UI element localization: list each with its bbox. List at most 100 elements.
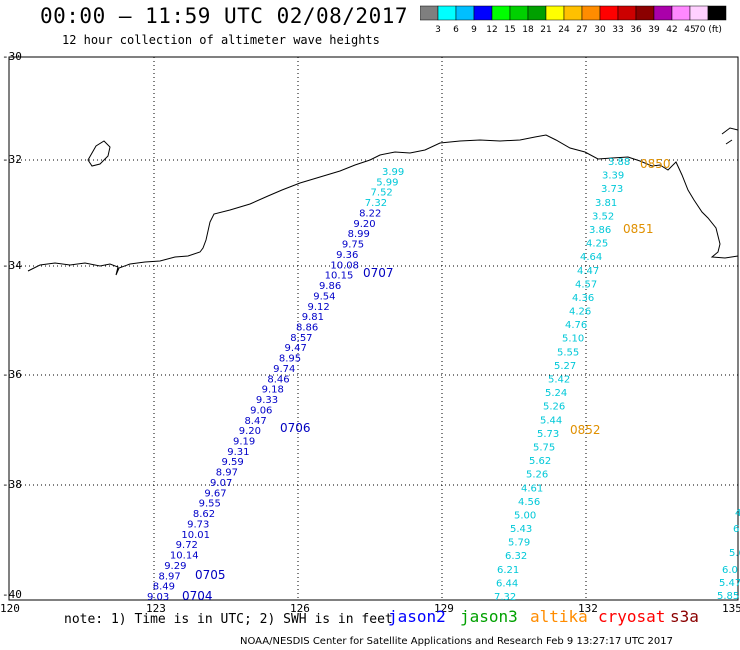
- jason2-time-label: 0707: [363, 266, 394, 280]
- altika-time-label: 0852: [570, 423, 601, 437]
- jason2-swh-value: 10.01: [181, 530, 210, 541]
- jason2-swh-value: 9.03: [147, 592, 169, 603]
- edge-swh-value: 4: [735, 508, 740, 519]
- legend-item-cryosat: cryosat: [598, 607, 666, 626]
- jason2-swh-value: 9.74: [273, 364, 295, 375]
- jason2-swh-value: 9.33: [256, 395, 278, 406]
- altika-swh-value: 5.00: [514, 510, 536, 521]
- colorbar-label: 9: [471, 25, 477, 35]
- longitude-label: 135: [722, 602, 740, 615]
- map-frame: [8, 56, 739, 601]
- altika-swh-value: 5.26: [543, 402, 565, 413]
- jason2-swh-value: 10.14: [170, 551, 199, 562]
- altika-swh-value: 5.79: [508, 538, 530, 549]
- map-subtitle: 12 hour collection of altimeter wave hei…: [62, 33, 380, 47]
- legend-note: note: 1) Time is in UTC; 2) SWH is in fe…: [64, 612, 393, 627]
- jason2-swh-value: 9.19: [233, 437, 255, 448]
- colorbar-label: 70 (ft): [694, 25, 722, 35]
- legend-item-jason3: jason3: [460, 607, 518, 626]
- jason2-swh-value: 9.67: [204, 488, 226, 499]
- jason2-swh-value: 9.73: [187, 519, 209, 530]
- jason2-swh-value: 8.95: [279, 354, 301, 365]
- altika-swh-value: 3.52: [592, 211, 614, 222]
- altika-swh-value: 4.56: [518, 497, 540, 508]
- altika-swh-value: 3.88: [608, 157, 630, 168]
- colorbar-label: 24: [558, 25, 570, 35]
- grid-lines: [9, 57, 738, 600]
- edge-swh-value: 6.0: [722, 565, 738, 576]
- altika-swh-value: 6.32: [505, 551, 527, 562]
- satellite-tracks: 9.038.498.979.2910.149.7210.019.738.629.…: [147, 157, 740, 603]
- jason2-swh-value: 9.31: [227, 447, 249, 458]
- altika-swh-value: 4.47: [577, 266, 599, 277]
- colorbar-label: 18: [522, 25, 534, 35]
- latitude-label: -38: [2, 478, 22, 491]
- jason2-swh-value: 9.47: [285, 343, 307, 354]
- jason2-swh-value: 8.57: [290, 333, 312, 344]
- edge-swh-value: 5.85: [717, 591, 739, 602]
- jason2-swh-value: 9.12: [307, 302, 329, 313]
- colorbar-label: 36: [630, 25, 642, 35]
- jason2-swh-value: 9.29: [164, 561, 186, 572]
- jason2-swh-value: 5.99: [376, 177, 398, 188]
- altika-swh-value: 4.76: [565, 320, 587, 331]
- longitude-label: 129: [434, 602, 454, 615]
- jason2-swh-value: 9.55: [199, 499, 221, 510]
- altika-time-label: 0850: [640, 157, 671, 171]
- jason2-swh-value: 8.62: [193, 509, 215, 520]
- altika-swh-value: 5.27: [554, 361, 576, 372]
- colorbar-label: 3: [435, 25, 441, 35]
- colorbar-label: 33: [612, 25, 623, 35]
- jason2-swh-value: 9.72: [176, 540, 198, 551]
- altika-swh-value: 4.61: [521, 483, 543, 494]
- jason2-swh-value: 9.75: [342, 240, 364, 251]
- altika-swh-value: 3.86: [589, 225, 611, 236]
- altika-swh-value: 4.25: [586, 239, 608, 250]
- altika-swh-value: 6.21: [497, 565, 519, 576]
- latitude-label: -40: [2, 588, 22, 601]
- jason2-swh-value: 8.97: [158, 571, 180, 582]
- longitude-label: 120: [0, 602, 20, 615]
- jason2-swh-value: 3.99: [382, 167, 404, 178]
- longitude-label: 132: [578, 602, 598, 615]
- latitude-label: -30: [2, 50, 22, 63]
- jason2-swh-value: 9.86: [319, 281, 341, 292]
- jason2-swh-value: 9.06: [250, 405, 272, 416]
- jason2-swh-value: 7.32: [365, 198, 387, 209]
- jason2-time-label: 0706: [280, 421, 311, 435]
- footer-credit: NOAA/NESDIS Center for Satellite Applica…: [240, 636, 673, 647]
- edge-swh-value: 6: [733, 524, 739, 535]
- altika-swh-value: 5.73: [537, 429, 559, 440]
- jason2-swh-value: 9.20: [239, 426, 261, 437]
- jason2-time-label: 0705: [195, 568, 226, 582]
- edge-swh-value: 5.47: [719, 578, 740, 589]
- altika-swh-value: 4.57: [575, 279, 597, 290]
- altika-swh-value: 5.26: [526, 470, 548, 481]
- island-outline-small: [721, 127, 739, 145]
- jason2-swh-value: 10.08: [330, 260, 359, 271]
- colorbar-label: 12: [486, 25, 497, 35]
- legend-item-s3a: s3a: [670, 607, 699, 626]
- map-title: 00:00 – 11:59 UTC 02/08/2017: [40, 4, 409, 28]
- altika-swh-value: 6.44: [496, 578, 518, 589]
- jason2-swh-value: 8.47: [244, 416, 266, 427]
- altika-swh-value: 7.32: [494, 592, 516, 603]
- longitude-label: 126: [290, 602, 310, 615]
- altika-swh-value: 4.64: [580, 252, 602, 263]
- jason2-swh-value: 10.15: [325, 271, 354, 282]
- altika-swh-value: 3.73: [601, 184, 623, 195]
- altika-swh-value: 5.42: [548, 375, 570, 386]
- jason2-swh-value: 7.52: [371, 188, 393, 199]
- jason2-swh-value: 8.46: [267, 374, 289, 385]
- jason2-swh-value: 8.99: [348, 229, 370, 240]
- altika-swh-value: 3.81: [595, 198, 617, 209]
- altika-swh-value: 4.36: [572, 293, 594, 304]
- jason2-swh-value: 8.22: [359, 208, 381, 219]
- colorbar-label: 21: [540, 25, 551, 35]
- altika-swh-value: 3.39: [602, 171, 624, 182]
- jason2-swh-value: 9.54: [313, 291, 335, 302]
- jason2-swh-value: 9.18: [262, 385, 284, 396]
- altika-swh-value: 5.24: [545, 388, 567, 399]
